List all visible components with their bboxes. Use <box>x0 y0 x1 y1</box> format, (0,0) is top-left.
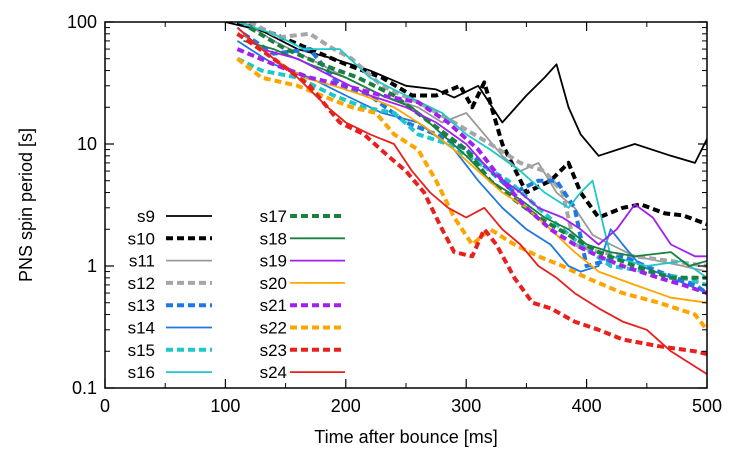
series-lines <box>225 22 707 375</box>
x-tick-label: 500 <box>692 396 722 416</box>
legend-label-s10: s10 <box>128 229 155 248</box>
legend-label-s18: s18 <box>260 229 287 248</box>
x-tick-label: 100 <box>210 396 240 416</box>
legend-label-s11: s11 <box>129 252 155 271</box>
x-tick-label: 300 <box>451 396 481 416</box>
legend-label-s16: s16 <box>128 363 155 382</box>
y-tick-label: 10 <box>77 134 97 154</box>
series-line-s22 <box>236 57 707 332</box>
x-axis-title: Time after bounce [ms] <box>314 427 497 447</box>
y-tick-label: 0.1 <box>72 378 97 398</box>
series-line-s18 <box>243 40 707 267</box>
y-axis-title: PNS spin period [s] <box>16 128 36 282</box>
series-line-s14 <box>236 40 707 294</box>
legend-label-s23: s23 <box>260 341 287 360</box>
x-tick-label: 0 <box>100 396 110 416</box>
series-line-s12 <box>248 22 707 268</box>
y-tick-label: 100 <box>67 12 97 32</box>
series-line-s20 <box>242 33 707 304</box>
series-line-s19 <box>236 26 707 258</box>
legend-label-s19: s19 <box>260 252 287 271</box>
series-line-s23 <box>236 32 707 356</box>
y-tick-label: 1 <box>87 256 97 276</box>
x-tick-label: 200 <box>331 396 361 416</box>
legend-label-s22: s22 <box>260 319 287 338</box>
legend-label-s12: s12 <box>128 274 155 293</box>
legend-label-s21: s21 <box>260 296 287 315</box>
tick-labels: 0 100 200 300 400 500 0.1 1 10 100 <box>67 12 722 416</box>
legend-label-s15: s15 <box>128 341 155 360</box>
legend-label-s9: s9 <box>137 207 155 226</box>
series-line-s21 <box>236 47 707 295</box>
plot-frame <box>104 21 708 389</box>
series-line-s9 <box>225 22 707 164</box>
legend-label-s13: s13 <box>128 296 155 315</box>
x-tick-label: 400 <box>572 396 602 416</box>
series-line-s24 <box>236 26 707 375</box>
legend-label-s17: s17 <box>260 207 287 226</box>
series-line-s13 <box>242 32 707 295</box>
axis-ticks <box>104 21 708 389</box>
legend-label-s14: s14 <box>128 319 155 338</box>
series-line-s16 <box>237 22 707 279</box>
legend: s9 s10 s11 s12 s13 s14 s15 s16 s17 s18 s19 s20 s21 s2… <box>128 207 345 382</box>
legend-label-s24: s24 <box>260 363 287 382</box>
legend-label-s20: s20 <box>260 274 287 293</box>
